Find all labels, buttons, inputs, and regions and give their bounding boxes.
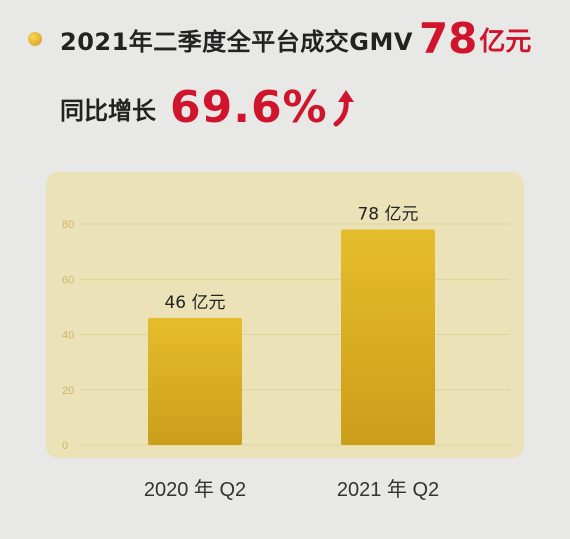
bar-value-label: 78 亿元	[357, 205, 418, 225]
y-tick-label: 40	[62, 330, 74, 342]
bar-value-label: 46 亿元	[164, 293, 225, 313]
growth-value: 69.6%	[170, 82, 328, 133]
headline-text: 2021年二季度全平台成交GMV	[60, 27, 413, 56]
headline-value: 78	[418, 14, 478, 63]
growth-label: 同比增长	[60, 96, 156, 125]
y-tick-label: 60	[62, 274, 74, 286]
growth-row: 同比增长 69.6%	[60, 86, 358, 130]
headline-unit: 亿元	[479, 26, 532, 57]
x-category-label: 2020 年 Q2	[144, 478, 246, 501]
x-category-label: 2021 年 Q2	[337, 478, 439, 501]
y-tick-label: 0	[62, 440, 68, 452]
chart-panel	[46, 172, 524, 458]
bullet-dot-icon	[28, 32, 42, 46]
headline: 2021年二季度全平台成交GMV 78 亿元	[28, 18, 531, 60]
up-arrow-icon	[333, 90, 354, 127]
bar	[341, 229, 435, 445]
y-tick-label: 20	[62, 385, 74, 397]
bar	[148, 317, 242, 445]
y-tick-label: 80	[62, 219, 74, 231]
